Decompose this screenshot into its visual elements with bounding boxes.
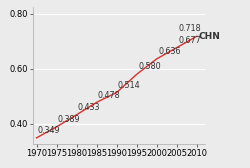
Text: 0.433: 0.433	[78, 103, 100, 112]
Text: 0.677: 0.677	[178, 36, 201, 45]
Text: 0.349: 0.349	[38, 126, 60, 135]
Text: 0.718: 0.718	[179, 25, 202, 33]
Text: 0.580: 0.580	[138, 62, 161, 71]
Text: 0.389: 0.389	[58, 115, 80, 124]
Text: 0.478: 0.478	[98, 91, 120, 100]
Text: 0.514: 0.514	[118, 81, 141, 90]
Text: 0.636: 0.636	[158, 47, 180, 56]
Text: CHN: CHN	[199, 32, 221, 41]
